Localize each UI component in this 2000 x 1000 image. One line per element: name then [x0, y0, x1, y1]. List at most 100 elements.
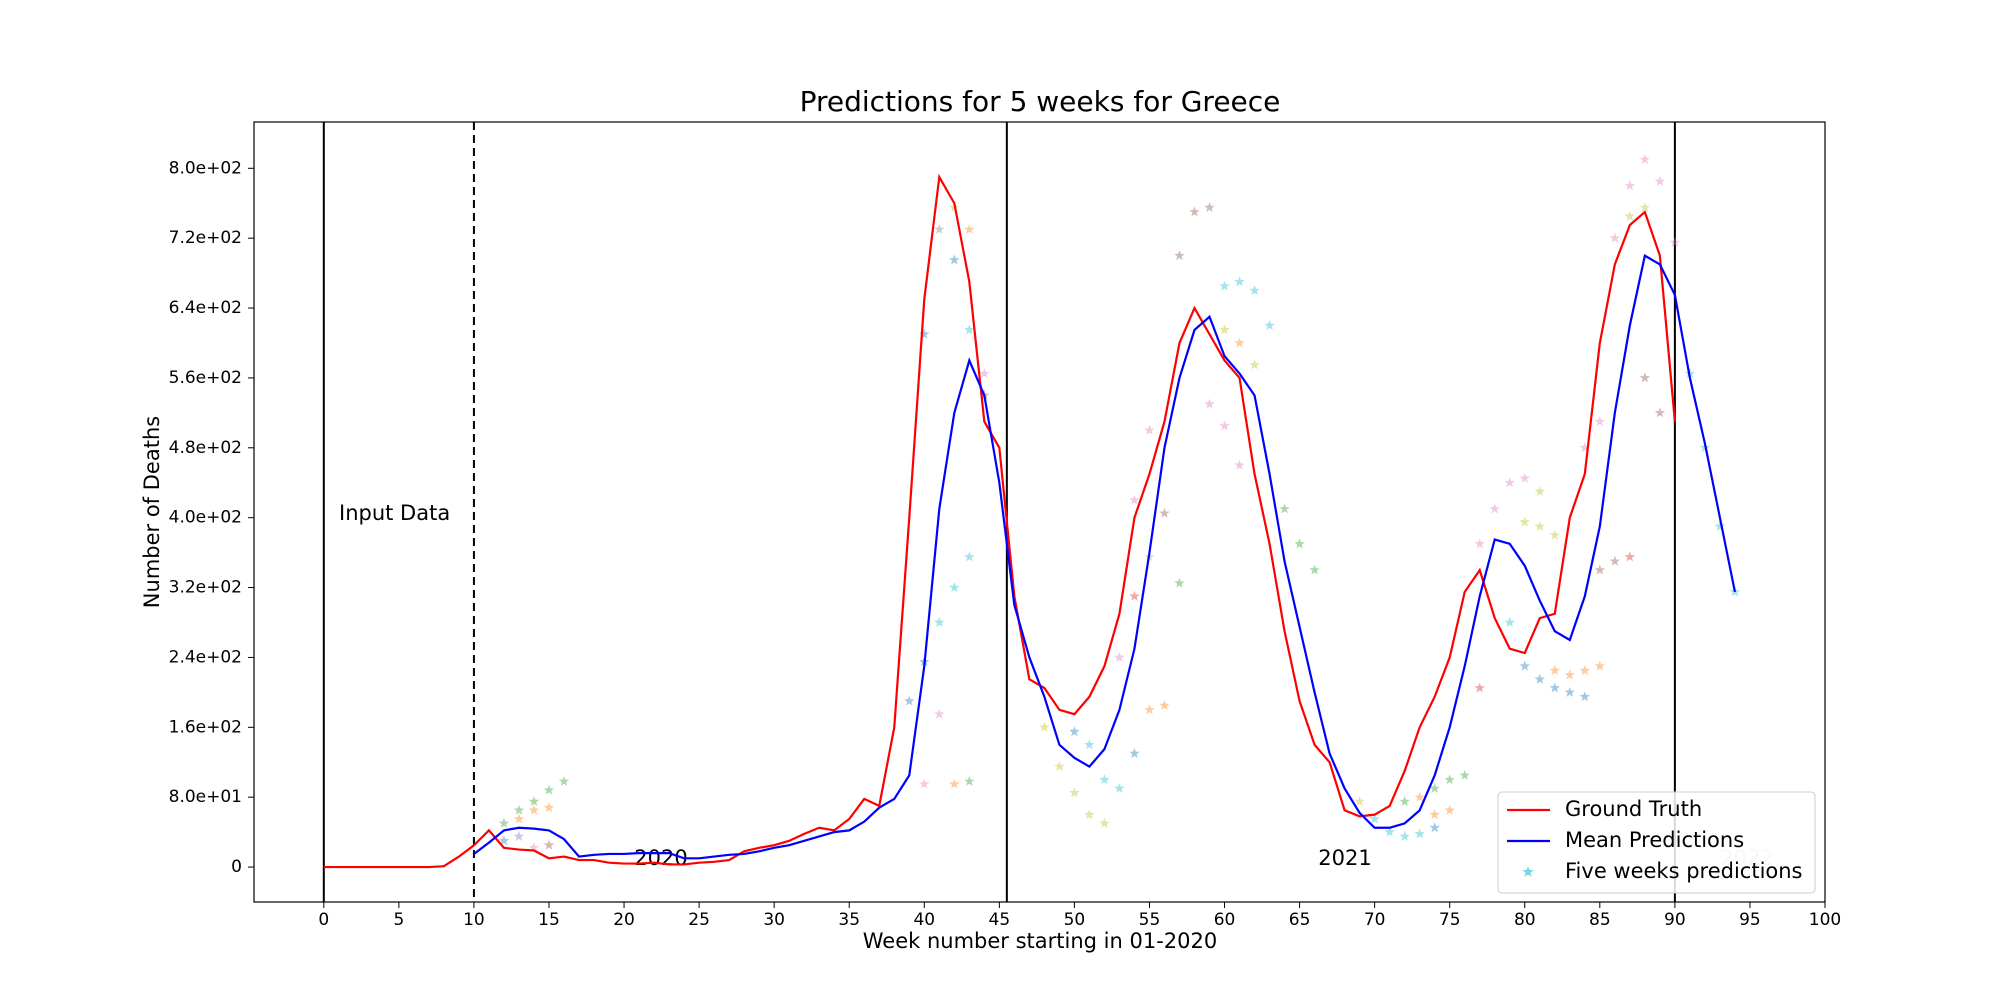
- scatter-point: [1714, 520, 1726, 531]
- annotation: 2021: [1318, 846, 1371, 870]
- scatter-point: [1234, 459, 1245, 470]
- scatter-point: [1069, 787, 1080, 798]
- scatter-point: [1189, 206, 1200, 217]
- scatter-point: [949, 254, 960, 265]
- x-tick-label: 95: [1739, 910, 1761, 930]
- scatter-point: [513, 813, 525, 824]
- scatter-point: [1669, 237, 1681, 247]
- scatter-point: [1534, 485, 1545, 496]
- scatter-point: [919, 328, 930, 339]
- y-axis-label: Number of Deaths: [140, 416, 164, 608]
- line-series: [473, 253, 1737, 860]
- x-tick-label: 10: [463, 910, 485, 930]
- scatter-point: [1219, 280, 1230, 291]
- x-tick-label: 15: [538, 910, 560, 930]
- x-tick-label: 75: [1439, 910, 1461, 930]
- scatter-point: [498, 835, 510, 846]
- scatter-point: [1219, 420, 1230, 431]
- x-tick-label: 85: [1589, 910, 1611, 930]
- x-tick-label: 50: [1064, 910, 1086, 930]
- scatter-point: [964, 223, 975, 234]
- scatter-point: [1504, 477, 1515, 488]
- scatter-point: [1084, 739, 1095, 750]
- scatter-point: [1609, 555, 1621, 566]
- scatter-point: [1579, 691, 1591, 702]
- scatter-point: [1294, 538, 1305, 549]
- scatter-point: [1504, 616, 1515, 627]
- scatter-point: [964, 324, 975, 335]
- scatter-point: [1594, 564, 1606, 575]
- scatter-point: [949, 778, 960, 789]
- scatter-point: [1099, 817, 1110, 828]
- x-tick-label: 45: [989, 910, 1011, 930]
- y-tick-label: 4.8e+02: [169, 438, 242, 458]
- y-tick-label: 2.4e+02: [169, 647, 242, 667]
- scatter-point: [528, 842, 540, 853]
- scatter-point: [1594, 660, 1606, 671]
- scatter-point: [528, 796, 540, 806]
- scatter-point: [1234, 337, 1245, 348]
- x-axis-label: Week number starting in 01-2020: [863, 929, 1217, 953]
- x-tick-label: 65: [1289, 910, 1311, 930]
- scatter-point: [543, 784, 555, 795]
- y-tick-label: 1.6e+02: [169, 717, 242, 737]
- scatter-point: [1264, 320, 1275, 330]
- scatter-point: [513, 804, 525, 815]
- scatter-point: [1519, 516, 1530, 527]
- y-tick-label: 7.2e+02: [169, 228, 242, 248]
- scatter-point: [1624, 210, 1636, 221]
- scatter-point: [1069, 726, 1080, 737]
- scatter-point: [1444, 804, 1455, 815]
- x-tick-label: 35: [838, 910, 860, 930]
- scatter-point: [1489, 503, 1500, 514]
- x-tick-label: 90: [1664, 910, 1686, 930]
- scatter-point: [1474, 538, 1485, 549]
- scatter-point: [1474, 682, 1485, 693]
- scatter-point: [1144, 704, 1155, 715]
- scatter-point: [1654, 175, 1666, 186]
- scatter-point: [1579, 665, 1591, 675]
- x-tick-label: 5: [393, 910, 404, 930]
- scatter-point: [979, 368, 990, 379]
- scatter-point: [558, 775, 570, 786]
- x-tick-label: 100: [1809, 910, 1841, 930]
- scatter-point: [543, 802, 555, 813]
- scatter-point: [1174, 250, 1185, 261]
- scatter-point: [1039, 721, 1050, 732]
- scatter-point: [1579, 442, 1591, 453]
- scatter-point: [1624, 551, 1636, 562]
- plot-frame: [253, 121, 1826, 903]
- annotation: Input Data: [339, 501, 450, 525]
- scatter-point: [1309, 564, 1320, 575]
- scatter-point: [513, 830, 525, 841]
- scatter-point: [934, 223, 945, 234]
- y-tick-label: 0: [231, 857, 242, 877]
- scatter-point: [949, 582, 960, 592]
- scatter-point: [1564, 669, 1576, 680]
- scatter-point: [1534, 520, 1545, 531]
- chart-title: Predictions for 5 weeks for Greece: [800, 85, 1281, 118]
- scatter-point: [1129, 590, 1140, 601]
- scatter-point: [1429, 782, 1440, 793]
- y-tick-label: 3.2e+02: [169, 578, 242, 598]
- legend-label: Five weeks predictions: [1565, 859, 1803, 883]
- scatter-point: [1114, 651, 1125, 662]
- scatter-point: [528, 804, 540, 815]
- scatter-point: [1549, 665, 1561, 675]
- scatter-point: [1279, 503, 1290, 514]
- scatter-point: [1129, 748, 1140, 758]
- y-tick-label: 8.0e+02: [169, 158, 242, 178]
- scatter-point: [1639, 154, 1651, 165]
- y-tick-label: 8.0e+01: [169, 787, 242, 807]
- scatter-point: [1204, 202, 1215, 213]
- scatter-point: [1369, 813, 1380, 824]
- scatter-point: [543, 839, 555, 850]
- scatter-point: [1444, 774, 1455, 785]
- scatter-point: [919, 778, 930, 789]
- scatter-point: [1639, 372, 1651, 383]
- x-tick-label: 60: [1214, 910, 1236, 930]
- scatter-point: [1249, 359, 1260, 370]
- legend-label: Mean Predictions: [1565, 828, 1744, 852]
- scatter-point: [1159, 699, 1170, 710]
- legend-label: Ground Truth: [1565, 797, 1702, 821]
